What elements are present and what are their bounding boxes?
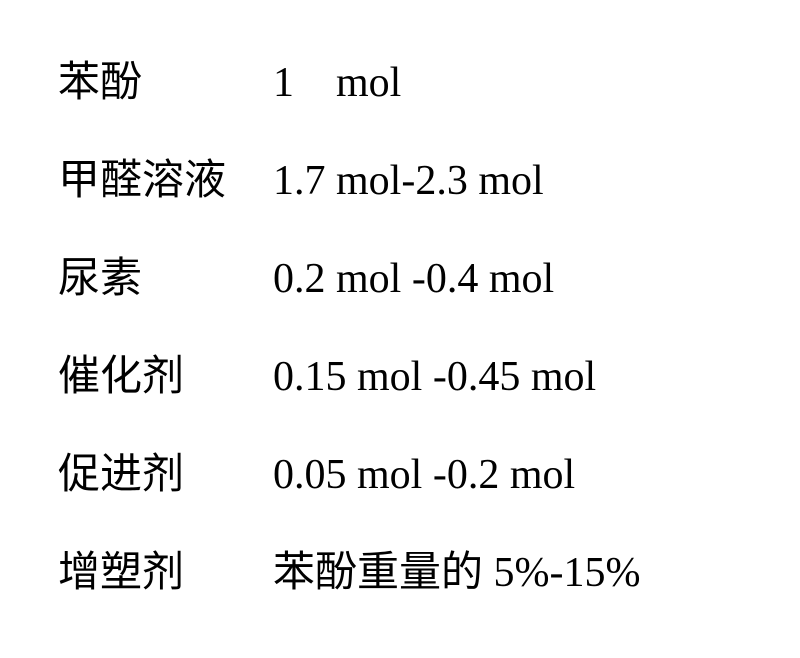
row-label: 促进剂 bbox=[58, 426, 273, 524]
row-label: 催化剂 bbox=[58, 328, 273, 426]
row-label: 增塑剂 bbox=[58, 524, 273, 622]
row-value: 1.7 mol-2.3 mol bbox=[273, 132, 544, 230]
table-row: 促进剂 0.05 mol -0.2 mol bbox=[58, 426, 742, 524]
row-value: 0.15 mol -0.45 mol bbox=[273, 328, 596, 426]
row-value: 0.05 mol -0.2 mol bbox=[273, 426, 575, 524]
table-row: 尿素 0.2 mol -0.4 mol bbox=[58, 230, 742, 328]
row-label: 尿素 bbox=[58, 230, 273, 328]
ingredients-table: 苯酚 1 mol 甲醛溶液 1.7 mol-2.3 mol 尿素 0.2 mol… bbox=[0, 0, 800, 656]
row-label: 甲醛溶液 bbox=[58, 132, 273, 230]
row-value: 1 mol bbox=[273, 34, 401, 132]
table-row: 增塑剂 苯酚重量的 5%-15% bbox=[58, 524, 742, 622]
row-label: 苯酚 bbox=[58, 34, 273, 132]
row-value: 苯酚重量的 5%-15% bbox=[273, 524, 640, 622]
table-row: 苯酚 1 mol bbox=[58, 34, 742, 132]
row-value: 0.2 mol -0.4 mol bbox=[273, 230, 554, 328]
table-row: 甲醛溶液 1.7 mol-2.3 mol bbox=[58, 132, 742, 230]
table-row: 催化剂 0.15 mol -0.45 mol bbox=[58, 328, 742, 426]
